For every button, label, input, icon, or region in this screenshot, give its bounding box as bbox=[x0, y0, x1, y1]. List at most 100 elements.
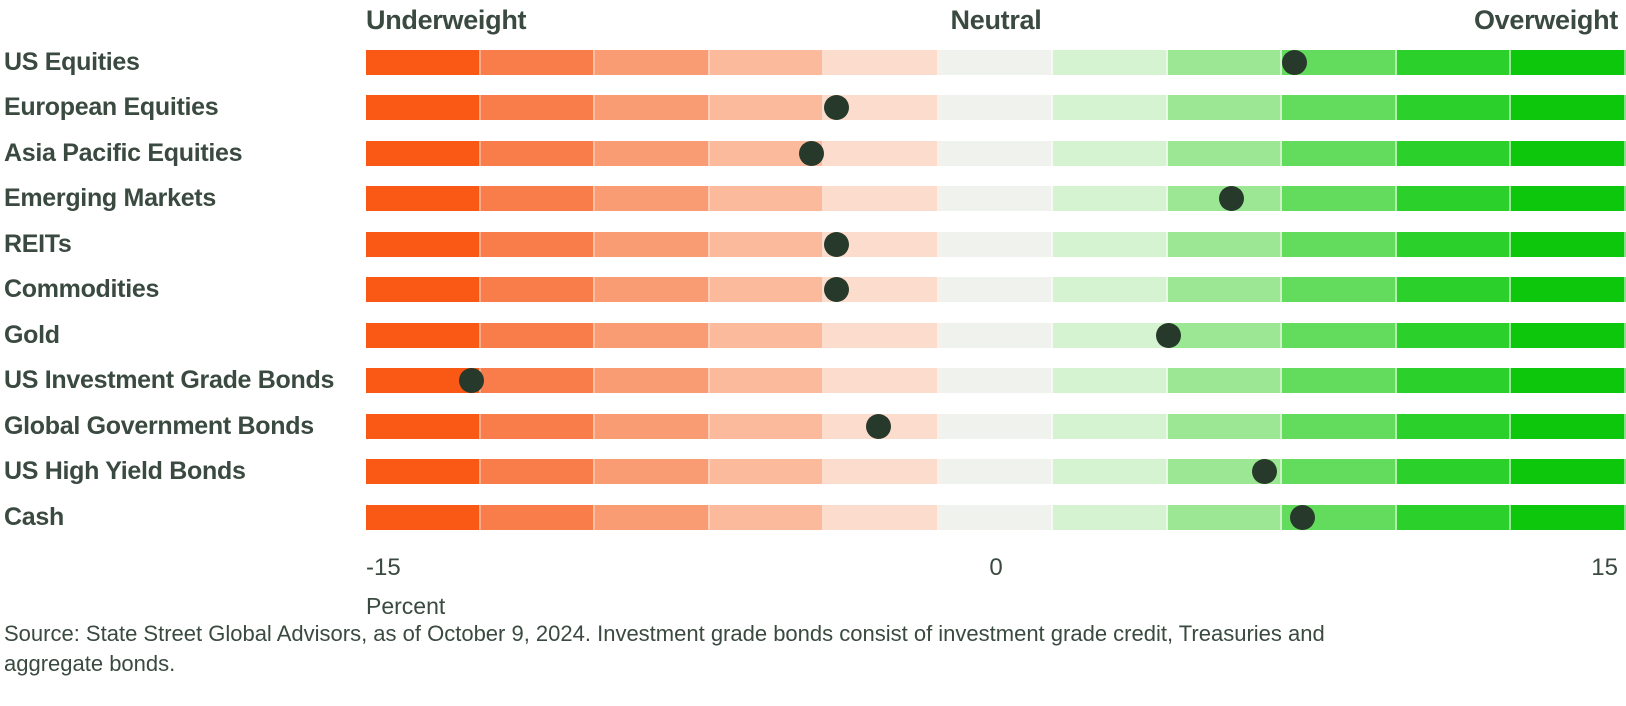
position-dot bbox=[865, 413, 891, 439]
scale-segment bbox=[1167, 277, 1283, 302]
scale-segment bbox=[595, 140, 710, 166]
scale-segment bbox=[1053, 231, 1168, 257]
scale-segment bbox=[1511, 231, 1626, 257]
allocation-scale-bar bbox=[366, 322, 1626, 348]
scale-segment bbox=[480, 186, 596, 211]
scale-segment bbox=[1167, 413, 1283, 439]
scale-segment bbox=[1053, 186, 1168, 211]
asset-row: US High Yield Bonds bbox=[0, 459, 1626, 484]
scale-segment bbox=[480, 49, 596, 75]
allocation-scale-bar bbox=[366, 504, 1626, 530]
scale-segment bbox=[1396, 322, 1512, 348]
scale-segment bbox=[1053, 140, 1168, 166]
scale-segment bbox=[1282, 459, 1397, 484]
asset-label: Asia Pacific Equities bbox=[4, 138, 243, 167]
scale-segment bbox=[366, 95, 481, 120]
scale-segment bbox=[938, 186, 1054, 211]
scale-segment bbox=[1396, 186, 1512, 211]
allocation-scale-bar bbox=[366, 186, 1626, 211]
scale-segment bbox=[595, 504, 710, 530]
allocation-scale-bar bbox=[366, 49, 1626, 75]
asset-row: REITs bbox=[0, 231, 1626, 257]
scale-segment bbox=[480, 504, 596, 530]
scale-segment bbox=[709, 413, 825, 439]
scale-segment bbox=[1511, 186, 1626, 211]
scale-segment bbox=[595, 186, 710, 211]
scale-segment bbox=[709, 368, 825, 393]
scale-segment bbox=[938, 95, 1054, 120]
asset-label: Commodities bbox=[4, 275, 160, 303]
scale-segment bbox=[366, 186, 481, 211]
scale-segment bbox=[1511, 368, 1626, 393]
asset-row: US Equities bbox=[0, 49, 1626, 75]
position-dot bbox=[458, 368, 484, 393]
scale-segment bbox=[1396, 413, 1512, 439]
zone-label-neutral: Neutral bbox=[950, 5, 1042, 35]
scale-segment bbox=[480, 277, 596, 302]
scale-segment bbox=[938, 459, 1054, 484]
scale-segment bbox=[1053, 368, 1168, 393]
scale-segment bbox=[1167, 504, 1283, 530]
scale-segment bbox=[595, 49, 710, 75]
asset-label: US Investment Grade Bonds bbox=[4, 366, 335, 394]
zone-label-overweight: Overweight bbox=[1473, 5, 1618, 35]
position-dot bbox=[798, 140, 824, 166]
scale-segment bbox=[1396, 95, 1512, 120]
asset-row: Emerging Markets bbox=[0, 186, 1626, 211]
position-dot bbox=[823, 231, 849, 257]
scale-segment bbox=[709, 459, 825, 484]
scale-segment bbox=[709, 95, 825, 120]
scale-segment bbox=[1282, 231, 1397, 257]
scale-segment bbox=[709, 322, 825, 348]
scale-segment bbox=[480, 322, 596, 348]
axis-tick-max: 15 bbox=[1591, 554, 1618, 581]
scale-segment bbox=[480, 95, 596, 120]
scale-segment bbox=[1282, 277, 1397, 302]
scale-segment bbox=[824, 459, 939, 484]
scale-segment bbox=[1511, 49, 1626, 75]
scale-segment bbox=[1167, 49, 1283, 75]
scale-segment bbox=[480, 368, 596, 393]
asset-label: Emerging Markets bbox=[4, 184, 216, 212]
scale-segment bbox=[366, 140, 481, 166]
position-dot bbox=[823, 277, 849, 302]
scale-segment bbox=[1282, 95, 1397, 120]
scale-segment bbox=[824, 504, 939, 530]
scale-segment bbox=[366, 231, 481, 257]
scale-segment bbox=[938, 49, 1054, 75]
scale-segment bbox=[1167, 140, 1283, 166]
scale-segment bbox=[1511, 504, 1626, 530]
scale-segment bbox=[709, 277, 825, 302]
allocation-scale-bar bbox=[366, 413, 1626, 439]
scale-segment bbox=[709, 186, 825, 211]
axis-tick-min: -15 bbox=[366, 554, 401, 581]
scale-segment bbox=[1167, 231, 1283, 257]
scale-segment bbox=[1511, 322, 1626, 348]
scale-segment bbox=[595, 277, 710, 302]
scale-segment bbox=[480, 140, 596, 166]
scale-segment bbox=[366, 277, 481, 302]
scale-segment bbox=[1396, 277, 1512, 302]
scale-segment bbox=[1167, 95, 1283, 120]
scale-segment bbox=[595, 413, 710, 439]
scale-segment bbox=[938, 231, 1054, 257]
allocation-scale-bar bbox=[366, 277, 1626, 302]
allocation-scale-bar bbox=[366, 368, 1626, 393]
scale-segment bbox=[1167, 322, 1283, 348]
scale-segment bbox=[1511, 140, 1626, 166]
scale-segment bbox=[1053, 95, 1168, 120]
scale-segment bbox=[480, 413, 596, 439]
asset-row: Asia Pacific Equities bbox=[0, 138, 1626, 167]
scale-segment bbox=[1396, 459, 1512, 484]
asset-row: European Equities bbox=[0, 95, 1626, 120]
scale-segment bbox=[1511, 413, 1626, 439]
scale-segment bbox=[366, 459, 481, 484]
asset-label: Gold bbox=[4, 320, 60, 349]
scale-segment bbox=[1396, 504, 1512, 530]
scale-segment bbox=[1053, 277, 1168, 302]
position-dot bbox=[1218, 186, 1244, 211]
scale-segment bbox=[1511, 95, 1626, 120]
scale-segment bbox=[1282, 368, 1397, 393]
allocation-scale-bar bbox=[366, 459, 1626, 484]
asset-row: Gold bbox=[0, 320, 1626, 349]
